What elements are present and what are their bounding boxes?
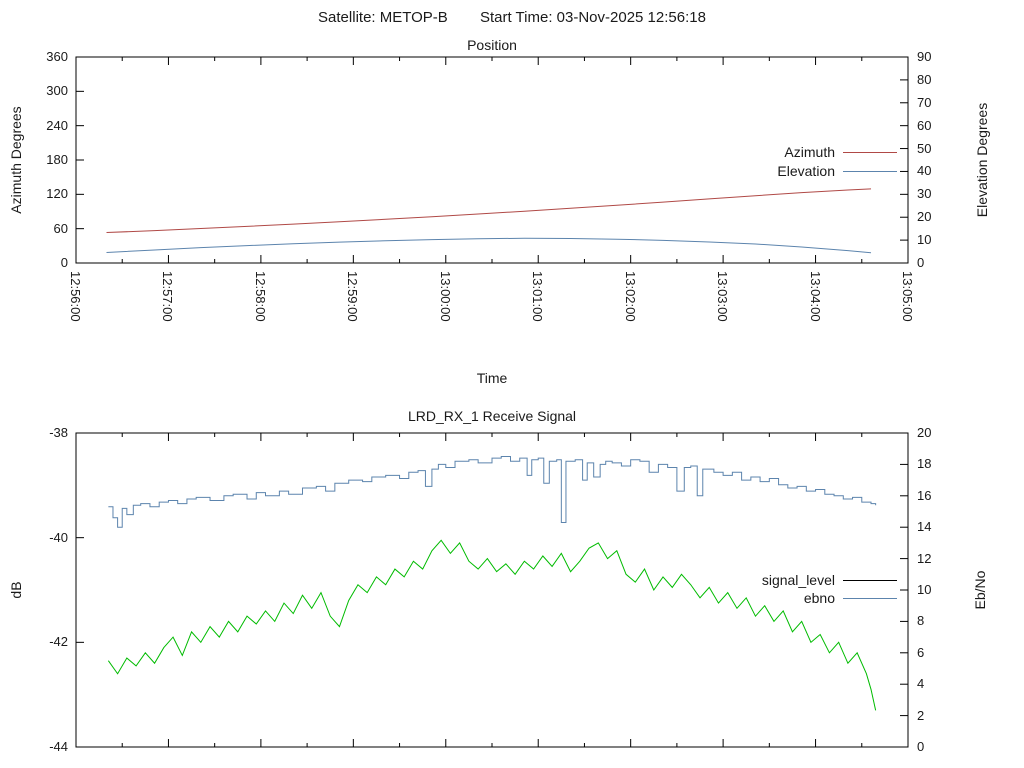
legend-label-ebno: ebno: [803, 590, 835, 606]
legend-sample-line-ebno: [843, 598, 897, 599]
x-tick-label: 13:02:00: [622, 271, 638, 322]
y-tick-label-right: 14: [917, 519, 932, 535]
y-tick-label-right: 12: [917, 550, 932, 566]
legend-label-Azimuth: Azimuth: [784, 144, 835, 160]
y-tick-label-right: 70: [917, 94, 932, 110]
x-tick-label: 13:00:00: [437, 271, 453, 322]
legend-label-Elevation: Elevation: [777, 163, 835, 179]
y-tick-label-left: -44: [49, 739, 68, 754]
y-tick-label-left: -42: [49, 634, 68, 650]
x-tick-label: 13:05:00: [900, 271, 915, 322]
legend-sample-line-Azimuth: [843, 152, 897, 153]
x-tick-label: 12:59:00: [345, 271, 361, 322]
y-tick-label-left: 360: [46, 49, 68, 64]
legend-label-signal_level: signal_level: [761, 572, 835, 588]
series-signal_level: [107, 539, 877, 711]
satellite-label: Satellite: METOP-B: [318, 9, 448, 26]
y-tick-label-right: 20: [917, 425, 932, 440]
series-Elevation: [106, 237, 872, 254]
y-tick-label-left: 300: [46, 83, 68, 99]
y-tick-label-right: 60: [917, 117, 932, 133]
y-tick-label-left: 0: [60, 255, 68, 270]
y-tick-label-right: 40: [917, 163, 932, 179]
legend-sample-line-signal_level: [843, 580, 897, 581]
series-Azimuth: [106, 188, 872, 234]
position-xlabel: Time: [476, 370, 508, 386]
x-tick-label: 13:01:00: [530, 271, 546, 322]
signal-ylabel-right: Eb/No: [972, 570, 988, 610]
y-tick-label-right: 50: [917, 140, 932, 156]
legend-sample-line-Elevation: [843, 171, 897, 172]
y-tick-label-left: -40: [49, 529, 68, 545]
y-tick-label-left: -38: [49, 425, 68, 440]
main-title: Satellite: METOP-B Start Time: 03-Nov-20…: [0, 9, 1024, 26]
x-tick-label: 12:58:00: [252, 271, 268, 322]
x-tick-label: 12:56:00: [68, 271, 83, 322]
signal-chart-title: LRD_RX_1 Receive Signal: [407, 408, 577, 424]
y-tick-label-right: 10: [917, 582, 932, 597]
x-tick-label: 13:03:00: [715, 271, 731, 322]
y-tick-label-right: 30: [917, 186, 932, 202]
y-tick-label-left: 120: [46, 186, 68, 202]
y-tick-label-right: 18: [917, 456, 932, 472]
y-tick-label-right: 80: [917, 71, 932, 87]
start-time-label: Start Time: 03-Nov-2025 12:56:18: [479, 9, 706, 26]
y-tick-label-left: 60: [53, 220, 68, 236]
position-ylabel-right: Elevation Degrees: [974, 102, 990, 218]
x-tick-label: 13:04:00: [807, 271, 823, 322]
series-ebno: [108, 456, 877, 528]
y-tick-label-right: 2: [917, 707, 925, 723]
y-tick-label-right: 20: [917, 209, 932, 225]
y-tick-label-right: 90: [917, 49, 932, 64]
y-tick-label-right: 0: [917, 739, 925, 754]
y-tick-label-right: 0: [917, 255, 925, 270]
y-tick-label-right: 10: [917, 232, 932, 248]
signal-ylabel-left: dB: [8, 581, 24, 599]
y-tick-label-right: 16: [917, 487, 932, 503]
position-ylabel-left: Azimuth Degrees: [8, 106, 24, 214]
y-tick-label-right: 4: [917, 676, 925, 692]
y-tick-label-right: 8: [917, 613, 925, 629]
y-tick-label-left: 240: [46, 117, 68, 133]
y-tick-label-right: 6: [917, 644, 925, 660]
x-tick-label: 12:57:00: [160, 271, 176, 322]
position-chart-title: Position: [467, 37, 517, 53]
y-tick-label-left: 180: [46, 152, 68, 167]
